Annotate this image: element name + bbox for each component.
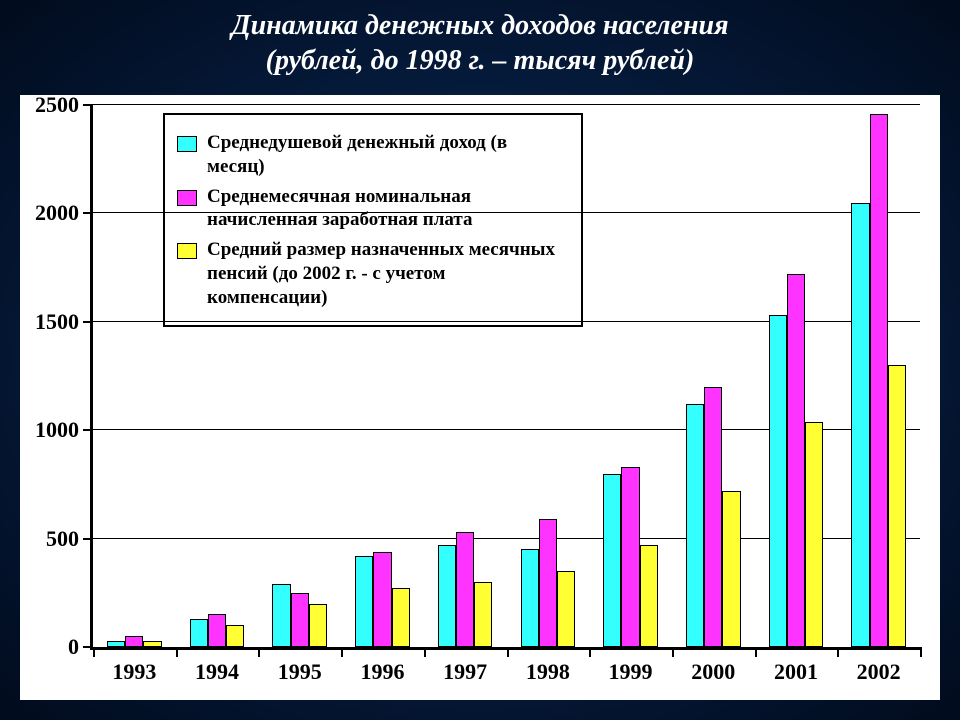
ytick-mark [83,212,93,214]
bar [373,552,391,647]
xtick-mark [176,647,178,657]
bar [208,614,226,647]
xtick-mark [424,647,426,657]
xtick-label: 1999 [609,659,653,685]
bar [392,588,410,647]
xtick-label: 1994 [195,659,239,685]
bar [888,365,906,647]
bar [769,315,787,647]
bar [438,545,456,647]
bar [355,556,373,647]
xtick-label: 1995 [278,659,322,685]
bar-group [837,105,920,647]
bar [722,491,740,647]
xtick-label: 1996 [360,659,404,685]
bar [143,641,161,648]
ytick-label: 1500 [35,309,79,335]
ytick-label: 2000 [35,200,79,226]
plot-area: Среднедушевой денежный доход (в месяц)Ср… [90,105,920,650]
ytick-mark [83,538,93,540]
ytick-mark [83,429,93,431]
xtick-label: 2000 [691,659,735,685]
bar [309,604,327,647]
bar [787,274,805,647]
bar [621,467,639,647]
bar [557,571,575,647]
xtick-mark [837,647,839,657]
chart-area: Среднедушевой денежный доход (в месяц)Ср… [20,95,940,700]
bar-group [424,105,507,647]
bar [603,474,621,647]
bar [107,641,125,648]
xtick-mark [672,647,674,657]
bar [539,519,557,647]
bar [704,387,722,647]
bar [870,114,888,647]
xtick-mark [589,647,591,657]
bar [291,593,309,647]
bar [805,422,823,647]
bar-group [258,105,341,647]
bar [474,582,492,647]
ytick-mark [83,646,93,648]
ytick-mark [83,321,93,323]
bar-group [176,105,259,647]
bar-group [341,105,424,647]
chart-title-line2: (рублей, до 1998 г. – тысяч рублей) [0,43,960,78]
bar-group [93,105,176,647]
xtick-mark [258,647,260,657]
slide: Динамика денежных доходов населения (руб… [0,0,960,720]
bar [272,584,290,647]
chart-title-line1: Динамика денежных доходов населения [0,8,960,43]
xtick-label: 2001 [774,659,818,685]
xtick-mark [755,647,757,657]
ytick-label: 2500 [35,92,79,118]
xtick-label: 1998 [526,659,570,685]
bar [640,545,658,647]
xtick-label: 1997 [443,659,487,685]
bar [686,404,704,647]
xtick-label: 2002 [857,659,901,685]
xtick-label: 1993 [112,659,156,685]
bar-group [507,105,590,647]
ytick-label: 500 [46,526,79,552]
bar [190,619,208,647]
xtick-mark [341,647,343,657]
bar-group [672,105,755,647]
chart-title: Динамика денежных доходов населения (руб… [0,8,960,78]
xtick-mark [920,647,922,657]
xtick-mark [93,647,95,657]
xtick-mark [507,647,509,657]
bar [125,636,143,647]
bar [521,549,539,647]
bar [456,532,474,647]
ytick-label: 1000 [35,417,79,443]
bar-group [755,105,838,647]
bar-group [589,105,672,647]
bar [226,625,244,647]
ytick-label: 0 [68,634,79,660]
bar [851,203,869,647]
ytick-mark [83,104,93,106]
